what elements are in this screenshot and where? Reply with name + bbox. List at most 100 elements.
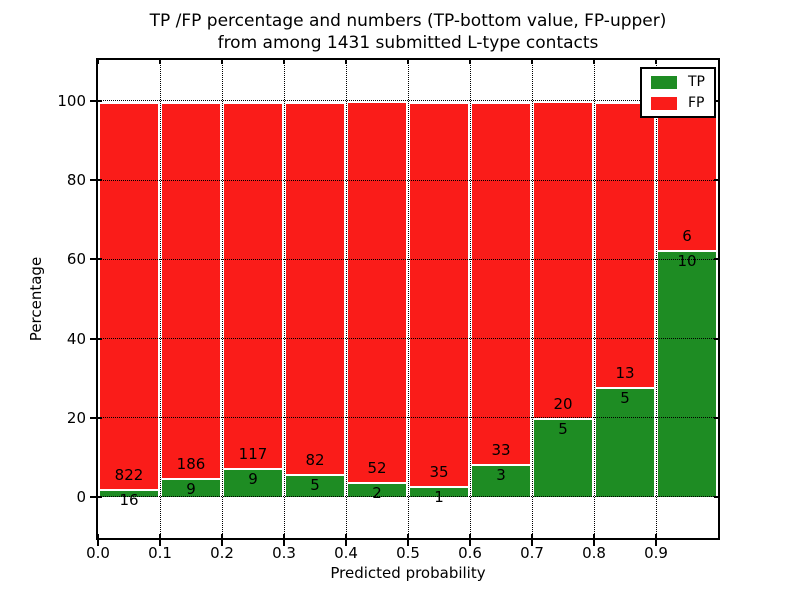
tp-count-label: 16: [119, 490, 139, 509]
legend-swatch-tp: [651, 75, 677, 89]
bar-segment-fp: [346, 101, 408, 482]
tp-count-label: 2: [372, 483, 382, 502]
y-tick-label: 40: [66, 329, 86, 348]
fp-count-label: 52: [367, 458, 387, 477]
bar-segment-tp: [346, 481, 408, 497]
fp-count-label: 822: [114, 465, 144, 484]
bar-segment-tp: [594, 386, 656, 497]
x-tick-label: 0.2: [210, 544, 234, 562]
x-axis-label: Predicted probability: [330, 564, 486, 582]
y-tick: [90, 495, 102, 498]
x-tick: [655, 534, 657, 546]
x-tick-label: 0.6: [458, 544, 482, 562]
y-tick: [90, 337, 102, 340]
chart-title-line1: TP /FP percentage and numbers (TP-bottom…: [149, 11, 667, 31]
bar-segment-fp: [656, 101, 718, 250]
y-tick-label: 60: [66, 250, 86, 269]
x-tick-top: [469, 60, 471, 64]
bar-segment-fp: [222, 101, 284, 469]
y-tick-right: [714, 495, 718, 498]
gridline-x: [284, 60, 285, 538]
legend-label-fp: FP: [688, 95, 705, 111]
bar-segment-tp: [98, 489, 160, 497]
gridline-x: [532, 60, 533, 538]
legend-item-fp: FP: [651, 96, 705, 110]
legend-label-tp: TP: [688, 74, 705, 90]
gridline-x: [160, 60, 161, 538]
x-tick: [221, 534, 223, 546]
y-tick-right: [714, 100, 718, 103]
fp-count-label: 82: [305, 450, 325, 469]
tp-count-label: 5: [310, 475, 320, 494]
bar-segment-fp: [98, 101, 160, 489]
plot-area: TP /FP percentage and numbers (TP-bottom…: [27, 11, 720, 582]
y-axis-label-wrap: Percentage: [6, 60, 66, 538]
x-tick-top: [345, 60, 347, 64]
gridline-x: [470, 60, 471, 538]
x-tick: [469, 534, 471, 546]
x-tick-top: [221, 60, 223, 64]
bar-segment-fp: [160, 101, 222, 479]
tp-count-label: 5: [558, 419, 568, 438]
gridline-x: [656, 60, 657, 538]
x-tick: [531, 534, 533, 546]
y-tick: [90, 258, 102, 261]
bar-segment-tp: [222, 468, 284, 497]
bars-layer: [98, 60, 718, 538]
bar-segment-fp: [470, 101, 532, 464]
bar-segment-tp: [408, 485, 470, 497]
x-tick-label: 0.5: [396, 544, 420, 562]
y-tick-label: 0: [76, 487, 86, 506]
x-tick: [593, 534, 595, 546]
bar-segment-tp: [284, 473, 346, 497]
bar-segment-tp: [656, 249, 718, 497]
bar-segment-tp: [470, 463, 532, 497]
x-tick-label: 0.0: [86, 544, 110, 562]
x-tick-label: 0.4: [334, 544, 358, 562]
y-tick: [90, 100, 102, 103]
bar-segment-fp: [532, 101, 594, 418]
y-tick-label: 20: [66, 408, 86, 427]
y-tick-label: 100: [57, 92, 86, 111]
y-tick: [90, 416, 102, 419]
x-tick-label: 0.9: [644, 544, 668, 562]
x-tick: [283, 534, 285, 546]
y-tick: [90, 179, 102, 182]
fp-count-label: 33: [491, 440, 511, 459]
legend-swatch-fp: [651, 96, 677, 110]
x-tick-label: 0.7: [520, 544, 544, 562]
x-tick: [97, 534, 99, 546]
x-tick-top: [159, 60, 161, 64]
fp-count-label: 35: [429, 462, 449, 481]
y-tick-right: [714, 416, 718, 419]
x-tick-top: [283, 60, 285, 64]
legend-item-tp: TP: [651, 75, 705, 89]
tp-count-label: 9: [186, 480, 196, 499]
x-tick-label: 0.3: [272, 544, 296, 562]
gridlines-layer: [98, 60, 718, 538]
tp-count-label: 5: [620, 388, 630, 407]
legend: TP FP: [640, 67, 716, 118]
x-tick: [407, 534, 409, 546]
bar-segment-fp: [408, 101, 470, 486]
tp-count-label: 9: [248, 470, 258, 489]
tp-count-label: 1: [434, 487, 444, 506]
bar-segment-tp: [532, 417, 594, 497]
gridline-x: [346, 60, 347, 538]
x-tick: [345, 534, 347, 546]
bar-segment-fp: [594, 101, 656, 387]
ticks-layer: 0.0 0.1 0.2 0.3 0.4 0.5 0.6 0.7 0.8 0.9 0 20 40 60 80 1…: [57, 60, 718, 562]
fp-count-label: 13: [615, 363, 635, 382]
x-tick: [159, 534, 161, 546]
bar-segment-fp: [284, 101, 346, 474]
x-tick-top: [593, 60, 595, 64]
chart-title: TP /FP percentage and numbers (TP-bottom…: [98, 10, 718, 54]
x-tick-label: 0.8: [582, 544, 606, 562]
fp-count-label: 20: [553, 394, 573, 413]
tp-count-label: 3: [496, 465, 506, 484]
fp-count-label: 186: [176, 455, 206, 474]
gridline-x: [408, 60, 409, 538]
x-tick-top: [407, 60, 409, 64]
